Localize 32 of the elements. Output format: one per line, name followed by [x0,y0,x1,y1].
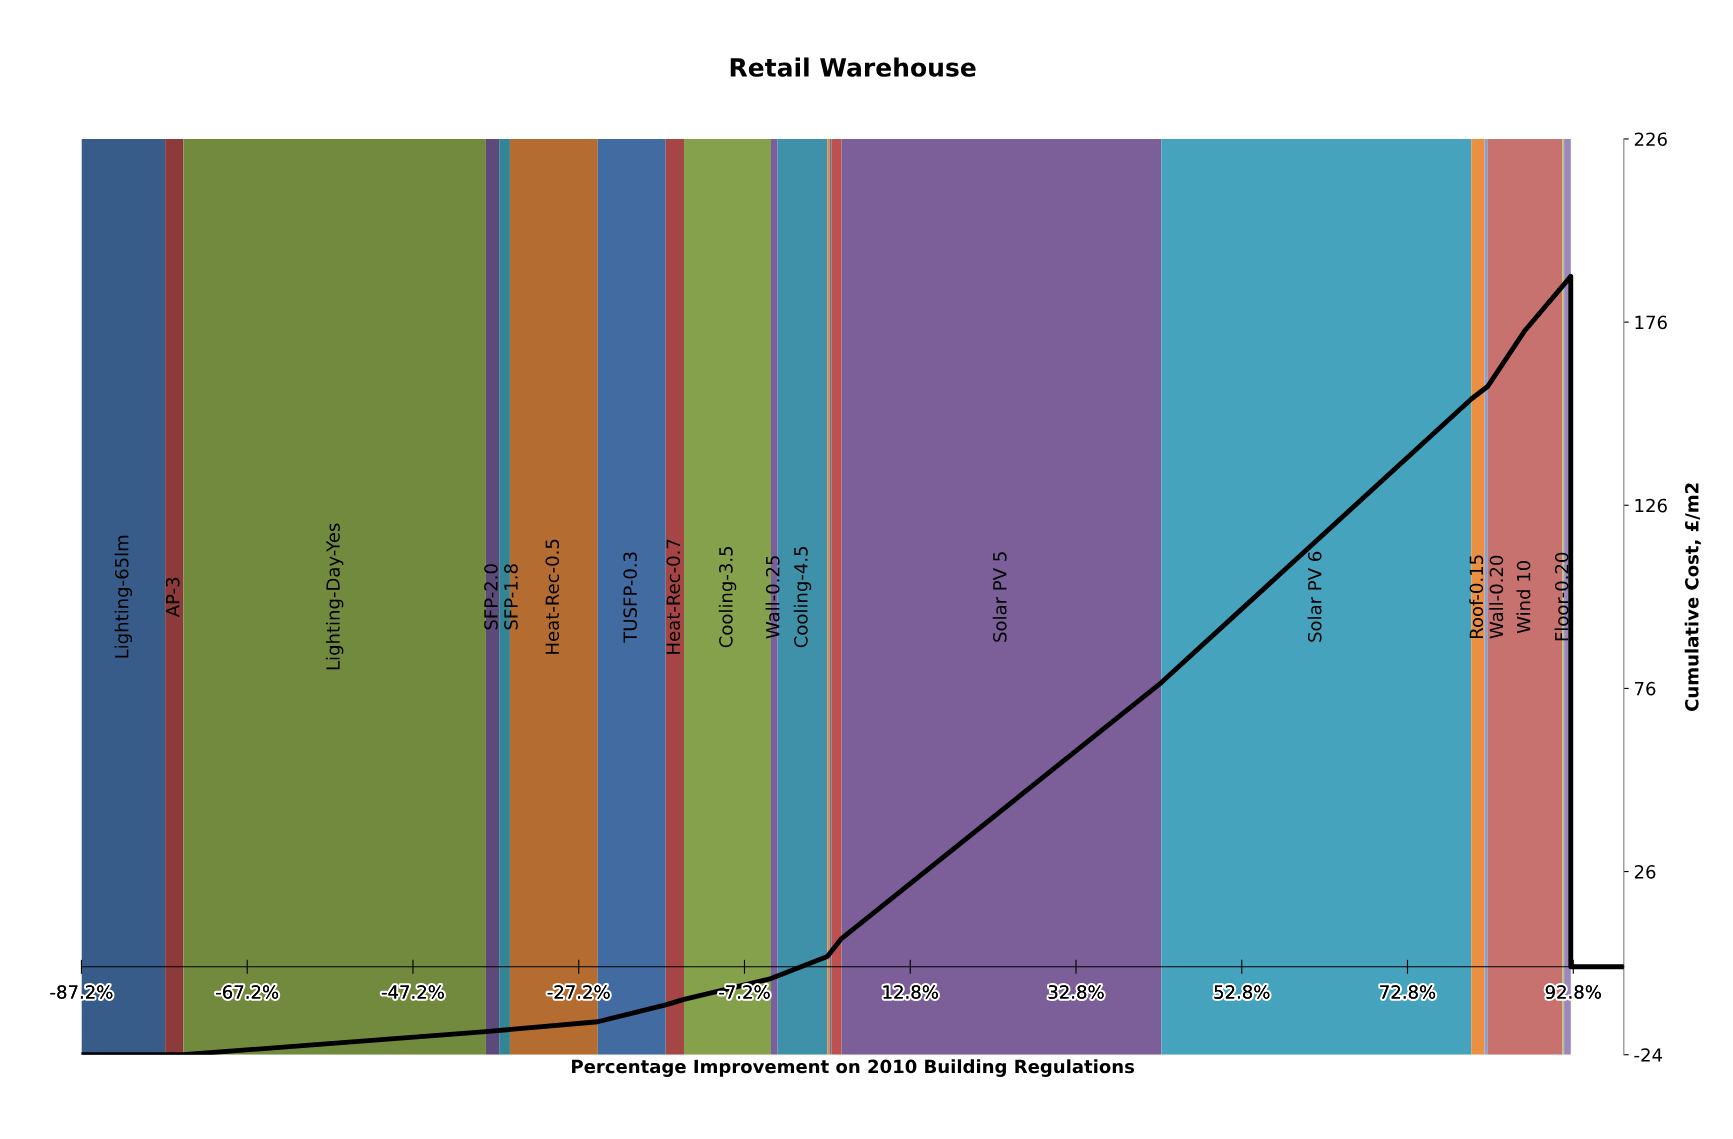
y-tick-label: 226 [1634,132,1667,147]
x-tick-label: -67.2% [216,985,279,999]
x-tick-label: 72.8% [1380,985,1436,999]
band-label: Wall-0.20 [1489,555,1504,639]
band-label: AP-3 [165,577,180,618]
x-tick-label: 32.8% [1048,985,1104,999]
band-label: SFP-1.8 [504,564,518,630]
band-label: Floor-0.20 [1554,552,1569,641]
y-axis-title: Cumulative Cost, £/m2 [1684,483,1701,711]
band-label: Heat-Rec-0.7 [666,539,681,654]
y-tick-label: 176 [1635,315,1667,330]
band-label: Solar PV 5 [992,552,1007,642]
x-tick-label: 12.8% [883,985,938,999]
x-tick-label: 52.8% [1214,985,1270,999]
band-label: Wind 10 [1516,560,1531,634]
chart-title: Retail Warehouse [730,57,976,77]
y-tick-label: -24 [1634,1048,1663,1062]
band-label: Heat-Rec-0.5 [545,539,560,654]
band-label: Cooling-3.5 [718,546,737,648]
band-label: Wall-0.25 [765,556,780,639]
band-label: Lighting-Day-Yes [325,523,344,670]
x-tick-label: -47.2% [381,985,444,999]
band-label: Lighting-65lm [114,535,133,658]
y-tick-label: 76 [1635,681,1656,696]
y-tick-label: 126 [1635,498,1667,513]
band-label: Cooling-4.5 [793,546,812,648]
band-label: Roof-0.15 [1469,555,1484,639]
x-axis-title: Percentage Improvement on 2010 Building Regulations [572,1059,1135,1077]
y-tick-label: 26 [1634,865,1656,879]
band-label: TUSFP-0.3 [623,552,637,643]
band-label: SFP-2.0 [484,564,498,630]
band-label: Solar PV 6 [1307,551,1322,642]
